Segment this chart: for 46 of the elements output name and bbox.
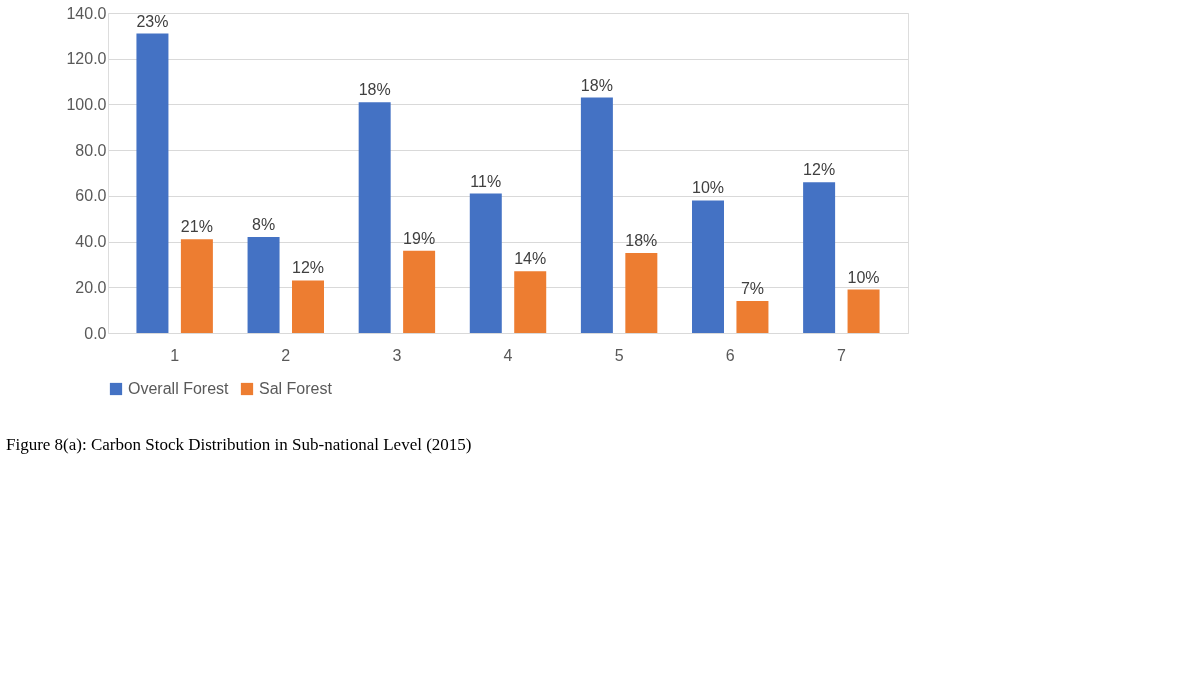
annotation: 10% xyxy=(691,179,725,197)
y-tick-label: 20.0 xyxy=(75,278,107,296)
x-tick-label: 6 xyxy=(725,346,735,364)
annotation: 21% xyxy=(180,218,213,236)
bar xyxy=(692,200,724,333)
annotation: 12% xyxy=(291,259,325,277)
y-tick-label: 140.0 xyxy=(66,4,107,22)
bar xyxy=(247,237,280,333)
bar xyxy=(847,289,880,333)
bar xyxy=(292,280,324,333)
annotation: 10% xyxy=(847,268,880,286)
annotation: 19% xyxy=(403,229,436,247)
legend-label: Overall Forest xyxy=(128,380,230,397)
y-tick-label: 120.0 xyxy=(66,50,107,68)
annotation: 14% xyxy=(514,250,547,268)
bar xyxy=(736,301,769,333)
annotation: 12% xyxy=(803,161,836,179)
y-tick-label: 60.0 xyxy=(75,187,107,205)
annotation: 18% xyxy=(625,232,658,249)
annotation: 8% xyxy=(251,216,276,233)
y-tick-label: 0.0 xyxy=(84,324,107,342)
bar xyxy=(136,33,169,333)
bar xyxy=(625,253,658,333)
legend-label: Sal Forest xyxy=(259,380,333,397)
bar xyxy=(403,250,436,333)
x-tick-label: 4 xyxy=(503,346,513,364)
caption: Figure 8(a): Carbon Stock Distribution in Sub-national Level (2015) xyxy=(5,435,472,454)
x-tick-label: 2 xyxy=(281,346,291,364)
annotation: 7% xyxy=(740,280,765,297)
annotation: 23% xyxy=(136,12,169,30)
y-tick-label: 80.0 xyxy=(75,141,107,159)
annotation: 18% xyxy=(580,76,613,94)
annotation: 18% xyxy=(358,81,391,99)
bar xyxy=(180,239,213,333)
x-tick-label: 7 xyxy=(836,346,846,364)
bar xyxy=(803,182,836,333)
x-tick-label: 5 xyxy=(614,346,624,364)
y-tick-label: 40.0 xyxy=(75,233,107,251)
bar xyxy=(469,193,502,333)
x-tick-label: 1 xyxy=(170,346,180,364)
bar xyxy=(358,102,391,333)
bar xyxy=(514,271,547,333)
y-tick-label: 100.0 xyxy=(66,95,107,113)
x-tick-label: 3 xyxy=(392,346,402,364)
annotation: 11% xyxy=(470,172,502,190)
bar xyxy=(580,97,613,333)
